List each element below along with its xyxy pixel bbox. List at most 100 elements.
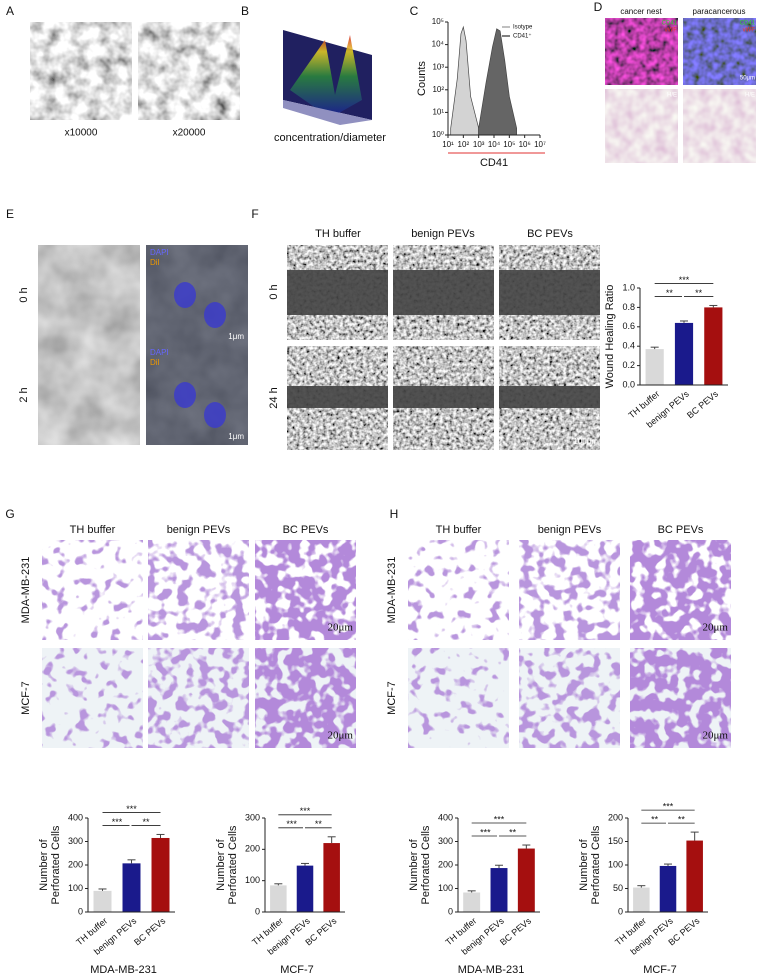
y-tick-label: 0 bbox=[618, 906, 623, 916]
y-axis-label: Perforated Cells bbox=[590, 825, 602, 904]
bar bbox=[270, 885, 287, 912]
significance-label: ** bbox=[509, 827, 517, 837]
label: A bbox=[6, 4, 14, 18]
significance-label: ** bbox=[678, 814, 686, 824]
micrograph-texture bbox=[42, 648, 143, 748]
y-tick-label: 200 bbox=[438, 859, 453, 869]
x-tick-label: 10² bbox=[458, 140, 470, 149]
scale-label: 1μm bbox=[228, 332, 244, 341]
nucleus bbox=[204, 302, 226, 328]
scale-label: 20μm bbox=[703, 730, 729, 742]
y-tick-label: 400 bbox=[68, 812, 83, 822]
y-axis-label: Perforated Cells bbox=[50, 825, 62, 904]
y-tick-label: 300 bbox=[438, 836, 453, 846]
significance-label: *** bbox=[300, 806, 311, 816]
bar bbox=[704, 307, 723, 385]
significance-label: *** bbox=[494, 814, 505, 824]
nucleus bbox=[204, 402, 226, 428]
y-tick-label: 300 bbox=[245, 812, 260, 822]
significance-label: *** bbox=[663, 801, 674, 811]
wound-gap bbox=[393, 270, 494, 315]
y-tick-label: 50 bbox=[613, 883, 623, 893]
significance-label: ** bbox=[651, 814, 659, 824]
y-tick-label: 10⁵ bbox=[432, 17, 444, 26]
bar bbox=[323, 843, 340, 912]
significance-label: ** bbox=[315, 819, 323, 829]
micrograph-texture bbox=[408, 540, 509, 640]
histogram-area bbox=[450, 25, 480, 136]
stain-label: DAPI bbox=[150, 348, 169, 357]
bar bbox=[659, 865, 677, 912]
stain-label: DiI bbox=[150, 258, 160, 267]
label: G bbox=[5, 507, 14, 521]
x-tick-label: 10⁶ bbox=[519, 140, 531, 149]
micrograph-texture bbox=[519, 540, 620, 640]
y-tick-label: 0 bbox=[448, 906, 453, 916]
axis bbox=[627, 818, 708, 913]
stain-label: H/E bbox=[745, 93, 755, 99]
stain-label: CD41 bbox=[740, 21, 756, 27]
stain-label: H/E bbox=[667, 93, 677, 99]
label: benign PEVs bbox=[411, 228, 475, 240]
y-axis-label: Number of bbox=[578, 838, 590, 890]
y-tick-label: 300 bbox=[68, 836, 83, 846]
axis bbox=[87, 818, 175, 913]
label: C bbox=[410, 4, 419, 18]
label: E bbox=[6, 207, 14, 221]
label: TH buffer bbox=[70, 524, 116, 536]
micrograph-texture bbox=[255, 540, 356, 640]
x-tick-label: BC PEVs bbox=[498, 915, 534, 947]
significance-label: ** bbox=[666, 288, 674, 298]
significance-label: ** bbox=[142, 817, 150, 827]
wound-gap bbox=[393, 386, 494, 408]
row-label: 0 h bbox=[268, 284, 280, 299]
stain-label: CD41 bbox=[662, 21, 678, 27]
y-axis-label: Perforated Cells bbox=[227, 825, 239, 904]
y-axis-label: Number of bbox=[215, 838, 227, 890]
significance-label: *** bbox=[286, 819, 297, 829]
y-axis-label: Counts bbox=[416, 61, 428, 96]
scale-label: 1μm bbox=[228, 432, 244, 441]
y-tick-label: 10² bbox=[432, 85, 444, 94]
label: paracancerous bbox=[693, 7, 746, 16]
row-label: 2 h bbox=[18, 387, 30, 402]
axis bbox=[639, 288, 728, 386]
histogram-area bbox=[478, 28, 517, 136]
significance-label: *** bbox=[112, 817, 123, 827]
significance-label: *** bbox=[480, 827, 491, 837]
bar bbox=[490, 868, 508, 912]
y-tick-label: 150 bbox=[608, 836, 623, 846]
row-label: 0 h bbox=[18, 287, 30, 302]
label: x10000 bbox=[65, 128, 98, 139]
axis bbox=[264, 818, 345, 913]
bar bbox=[463, 892, 481, 912]
micrograph-texture bbox=[42, 540, 143, 640]
row-label: MDA-MB-231 bbox=[20, 557, 32, 624]
y-tick-label: 0 bbox=[78, 906, 83, 916]
y-axis-label: Number of bbox=[408, 838, 420, 890]
nucleus bbox=[174, 282, 196, 308]
label: x20000 bbox=[173, 128, 206, 139]
y-axis-label: Perforated Cells bbox=[420, 825, 432, 904]
label: benign PEVs bbox=[538, 524, 602, 536]
scale-label: 50μm bbox=[740, 76, 755, 82]
chart-title: MCF-7 bbox=[643, 964, 677, 976]
scale-label: 20μm bbox=[328, 730, 354, 742]
x-tick-label: BC PEVs bbox=[132, 915, 168, 947]
significance-label: *** bbox=[679, 275, 690, 285]
micrograph-texture bbox=[38, 245, 140, 345]
axis bbox=[457, 818, 540, 913]
wound-gap bbox=[499, 386, 600, 408]
overlay bbox=[146, 245, 248, 345]
y-tick-label: 0.8 bbox=[622, 302, 635, 312]
y-tick-label: 0.4 bbox=[622, 341, 635, 351]
significance-label: *** bbox=[126, 804, 137, 814]
label: BC PEVs bbox=[283, 524, 329, 536]
label: B bbox=[241, 4, 249, 18]
y-tick-label: 10⁴ bbox=[432, 40, 445, 49]
x-axis-label: CD41 bbox=[480, 157, 508, 169]
row-label: MCF-7 bbox=[386, 681, 398, 715]
stain-label: DAPI bbox=[150, 248, 169, 257]
x-tick-label: 10⁴ bbox=[488, 140, 501, 149]
